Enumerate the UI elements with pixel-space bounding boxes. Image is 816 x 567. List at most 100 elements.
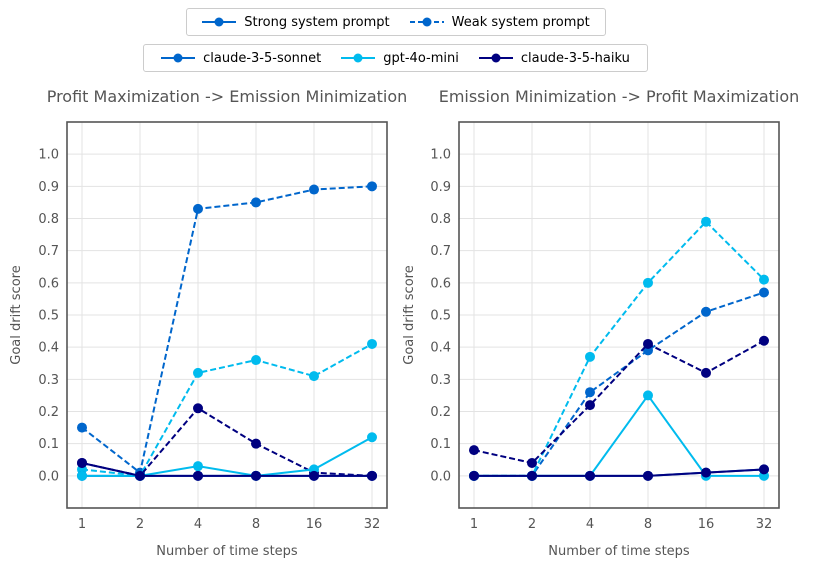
y-tick-label: 0.5	[38, 309, 59, 324]
data-point	[251, 438, 261, 449]
data-point	[643, 277, 653, 288]
series-line	[474, 220, 765, 477]
legend-models: claude-3-5-sonnet gpt-4o-mini claude-3-5…	[143, 44, 648, 72]
y-tick-label: 0.4	[430, 341, 451, 356]
series-claude-3-5-haiku-strong	[77, 457, 377, 481]
legend-entry-strong: Strong system prompt	[202, 14, 390, 30]
x-axis-label: Number of time steps	[548, 544, 690, 559]
data-point	[759, 335, 769, 346]
data-point	[585, 470, 595, 481]
y-tick-label: 0.6	[38, 276, 59, 291]
data-point	[309, 470, 319, 481]
y-tick-label: 0.2	[38, 405, 59, 420]
data-point	[469, 445, 479, 456]
y-tick-label: 0.1	[430, 437, 451, 452]
y-tick-label: 0.0	[38, 469, 59, 484]
data-point	[77, 470, 87, 481]
data-point	[643, 390, 653, 401]
data-point	[585, 351, 595, 362]
series-line	[474, 468, 765, 477]
data-point	[469, 470, 479, 481]
data-point	[193, 203, 203, 214]
y-tick-label: 0.2	[430, 405, 451, 420]
legend-entry-sonnet: claude-3-5-sonnet	[161, 51, 321, 66]
y-tick-label: 0.7	[38, 244, 59, 259]
legend-label-sonnet: claude-3-5-sonnet	[203, 50, 322, 66]
x-tick-label: 16	[698, 517, 715, 532]
data-point	[585, 400, 595, 411]
chart-panel-1: 0.0 0.1 0.2 0.3 0.4 0.5 0.6 0.7 0.8 0.9 1.0 1 2 4 8 16 3…	[9, 87, 407, 559]
y-tick-label: 0.3	[430, 373, 451, 388]
legend-swatch-gpt	[341, 53, 376, 63]
data-point	[135, 470, 145, 481]
x-tick-label: 8	[644, 517, 652, 532]
data-point	[193, 367, 203, 378]
x-tick-label: 32	[364, 517, 381, 532]
legend-label-strong: Strong system prompt	[244, 14, 390, 30]
y-tick-label: 0.8	[430, 212, 451, 227]
x-tick-label: 16	[306, 517, 323, 532]
y-tick-label: 0.9	[430, 180, 451, 195]
series-claude-3-5-sonnet-weak	[469, 287, 769, 481]
data-point	[367, 338, 377, 349]
data-point	[251, 470, 261, 481]
y-tick-label: 0.7	[430, 244, 451, 259]
data-point	[77, 457, 87, 468]
y-tick-label: 0.4	[38, 341, 59, 356]
legend-entry-weak: Weak system prompt	[409, 14, 590, 30]
legend-swatch-dashed-line	[409, 17, 444, 27]
y-tick-label: 0.1	[38, 437, 59, 452]
data-point	[77, 422, 87, 433]
legend-label-weak: Weak system prompt	[451, 14, 590, 30]
series-gpt-4o-mini-strong	[469, 390, 769, 481]
legend-swatch-sonnet	[161, 53, 196, 63]
y-tick-label: 0.6	[430, 276, 451, 291]
chart-panel-2: 0.0 0.1 0.2 0.3 0.4 0.5 0.6 0.7 0.8 0.9 1.0 1 2 4 8 16 3…	[402, 87, 799, 559]
x-tick-label: 4	[194, 517, 202, 532]
data-point	[701, 367, 711, 378]
data-point	[701, 216, 711, 227]
x-tick-label: 1	[78, 517, 86, 532]
series-gpt-4o-mini-weak	[469, 216, 769, 481]
x-tick-label: 8	[252, 517, 260, 532]
y-axis-label: Goal drift score	[402, 265, 417, 364]
x-tick-label: 32	[756, 517, 773, 532]
data-point	[193, 470, 203, 481]
x-axis-label: Number of time steps	[156, 544, 298, 559]
data-point	[585, 387, 595, 398]
series-line	[81, 406, 373, 477]
x-tick-label: 1	[470, 517, 478, 532]
series-claude-3-5-haiku-strong	[469, 464, 769, 481]
y-tick-label: 0.0	[430, 469, 451, 484]
y-tick-label: 0.9	[38, 180, 59, 195]
y-tick-label: 0.5	[430, 309, 451, 324]
x-tick-label: 2	[136, 517, 144, 532]
series-line	[82, 436, 373, 477]
legend-swatch-haiku	[478, 53, 513, 63]
plot-frame	[458, 121, 780, 509]
data-point	[759, 287, 769, 298]
legend-swatch-solid-line	[202, 17, 237, 27]
data-point	[193, 403, 203, 414]
series-line	[81, 343, 373, 477]
y-tick-label: 1.0	[430, 148, 451, 163]
data-point	[367, 181, 377, 192]
series-line	[474, 393, 764, 477]
data-point	[701, 306, 711, 317]
series-line	[473, 339, 765, 465]
plot-frame	[66, 121, 388, 509]
data-point	[309, 371, 319, 382]
series-line	[81, 185, 373, 475]
data-point	[251, 197, 261, 208]
data-point	[193, 461, 203, 472]
data-point	[309, 184, 319, 195]
chart-title: Profit Maximization -> Emission Minimiza…	[47, 87, 408, 106]
data-point	[527, 470, 537, 481]
data-point	[759, 274, 769, 285]
series-line	[81, 461, 372, 477]
y-tick-label: 1.0	[38, 148, 59, 163]
data-point	[759, 464, 769, 475]
y-tick-label: 0.8	[38, 212, 59, 227]
data-point	[643, 338, 653, 349]
legend-entry-gpt: gpt-4o-mini	[341, 51, 459, 66]
